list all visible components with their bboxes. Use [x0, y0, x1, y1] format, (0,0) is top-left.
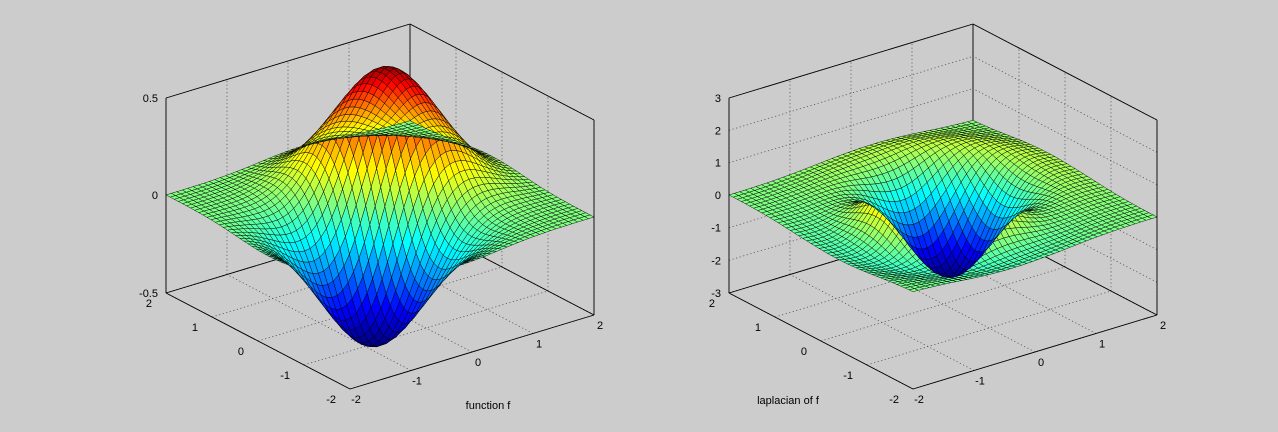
x-tick-label: -1	[412, 376, 422, 388]
x-tick-label: 2	[1160, 320, 1166, 332]
axis-line	[728, 292, 914, 390]
x-tick-label: 0	[1038, 357, 1044, 369]
x-tick-label: 1	[1099, 339, 1105, 351]
y-tick-label: 2	[146, 298, 152, 310]
y-tick-label: 1	[192, 322, 198, 334]
z-tick-label: 0	[152, 190, 158, 202]
y-tick-label: 0	[238, 346, 244, 358]
x-axis-label: function f	[466, 400, 512, 412]
x-axis-label: laplacian of f	[757, 395, 820, 407]
z-tick-label: 2	[715, 125, 721, 137]
x-tick-label: -1	[975, 376, 985, 388]
x-tick-label: 1	[536, 339, 542, 351]
y-tick-label: -1	[280, 370, 290, 382]
z-tick-label: -3	[711, 288, 721, 300]
wall-gridline	[972, 55, 1158, 153]
tick-labels: -0.5 0 0.5 -2 -1 0 1 2 -2 -1 0 1 2	[139, 93, 603, 406]
axis-line	[165, 23, 411, 99]
z-tick-label: -2	[711, 255, 721, 267]
floor-gridline	[850, 255, 1036, 353]
z-tick-label: -1	[711, 223, 721, 235]
z-tick-label: 0.5	[143, 93, 158, 105]
x-tick-label: -2	[351, 394, 361, 406]
z-tick-label: 0	[715, 190, 721, 202]
surface-plot-function-f: -0.5 0 0.5 -2 -1 0 1 2 -2 -1 0 1 2 function f	[139, 23, 603, 412]
z-tick-label: 3	[715, 93, 721, 105]
wall-gridline	[972, 88, 1158, 186]
axis-line	[165, 292, 351, 390]
axis-line	[409, 23, 595, 121]
surface-patch	[967, 120, 978, 124]
y-tick-label: 1	[755, 322, 761, 334]
y-tick-label: -2	[889, 394, 899, 406]
axis-line	[912, 314, 1158, 390]
tick-labels: -3 -2 -1 0 1 2 3 -2 -1 0 1 2 -2 -1 0 1 2	[709, 93, 1166, 406]
z-tick-label: -0.5	[139, 288, 158, 300]
axis-line	[349, 314, 595, 390]
floor-gridline	[348, 237, 534, 334]
surface-patch	[404, 120, 415, 125]
y-tick-label: 0	[801, 346, 807, 358]
z-tick-label: 1	[715, 158, 721, 170]
x-tick-label: -2	[914, 394, 924, 406]
wall-gridline	[728, 55, 974, 131]
x-tick-label: 2	[597, 320, 603, 332]
axis-line	[972, 23, 1158, 121]
x-tick-label: 0	[475, 357, 481, 369]
floor-gridline	[911, 237, 1097, 334]
surface	[165, 66, 595, 348]
y-tick-label: -1	[843, 370, 853, 382]
surface	[728, 120, 1158, 292]
y-tick-label: -2	[326, 394, 336, 406]
y-tick-label: 2	[709, 298, 715, 310]
axis-line	[728, 23, 974, 99]
surface-plot-laplacian-of-f: -3 -2 -1 0 1 2 3 -2 -1 0 1 2 -2 -1 0 1 2 laplacian of f	[709, 23, 1166, 407]
